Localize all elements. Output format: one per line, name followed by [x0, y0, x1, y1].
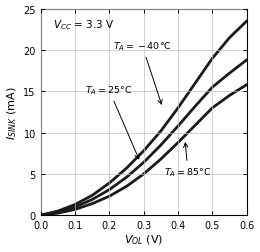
- Text: $T_A = 25$°C: $T_A = 25$°C: [85, 84, 139, 159]
- X-axis label: $V_{OL}$ (V): $V_{OL}$ (V): [124, 233, 163, 246]
- Text: $T_A = -40$°C: $T_A = -40$°C: [113, 40, 172, 105]
- Text: $V_{CC}$ = 3.3 V: $V_{CC}$ = 3.3 V: [53, 18, 114, 32]
- Text: $T_A = 85$°C: $T_A = 85$°C: [164, 143, 212, 179]
- Y-axis label: $I_{SINK}$ (mA): $I_{SINK}$ (mA): [5, 86, 19, 139]
